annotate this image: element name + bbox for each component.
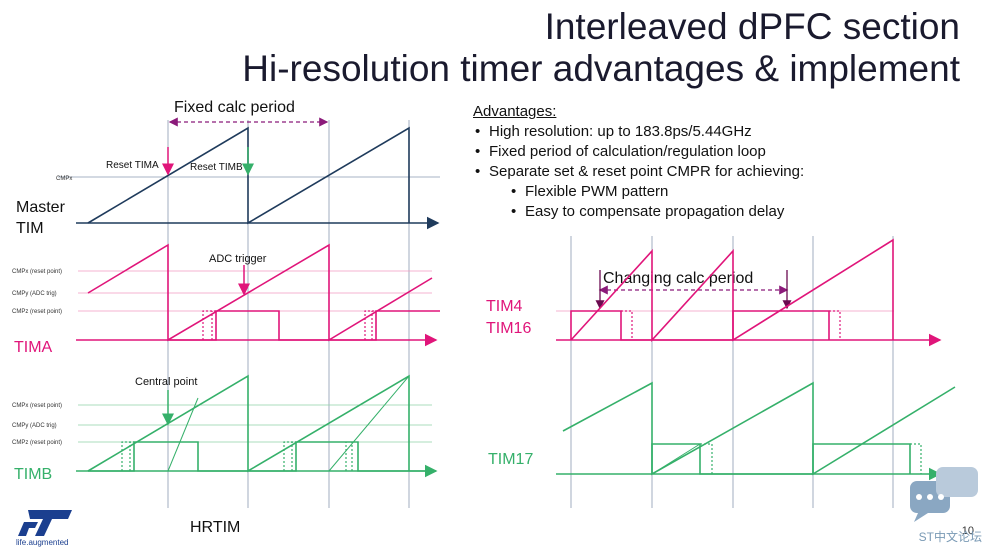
advantage-item: High resolution: up to 183.8ps/5.44GHz <box>475 122 752 142</box>
changing-period-label: Changing calc period <box>603 270 753 287</box>
forum-watermark: ST中文论坛 <box>918 530 982 544</box>
adc-trigger-label: ADC trigger <box>209 253 267 265</box>
tim4-label: TIM4 <box>486 298 523 315</box>
advantage-item: Separate set & reset point CMPR for achi… <box>475 162 804 182</box>
slide-title-line1: Interleaved dPFC section <box>544 6 960 47</box>
tima-label: TIMA <box>14 339 53 356</box>
tim17-sawtooth <box>562 381 956 476</box>
timb-pwm <box>88 441 432 472</box>
advantage-item: Fixed period of calculation/regulation l… <box>475 142 766 162</box>
tim17-ramp-a <box>651 443 701 475</box>
master-sawtooth <box>87 126 410 225</box>
advantage-subitem: Easy to compensate propagation delay <box>511 202 784 222</box>
timb-cmpx-label: CMPx (reset point) <box>12 403 62 409</box>
timb-cmpy-label: CMPy (ADC trig) <box>12 423 57 429</box>
timb-shifted-ramp-b <box>328 375 410 472</box>
reset-timb-label: Reset TIMB <box>190 162 243 173</box>
timb-label: TIMB <box>14 466 52 483</box>
master-cmpx-label: CMPx <box>56 176 72 182</box>
tima-pwm <box>168 310 440 341</box>
reset-tima-label: Reset TIMA <box>106 160 159 171</box>
central-point-label: Central point <box>135 376 197 388</box>
slide-title-line2: Hi-resolution timer advantages & impleme… <box>242 48 960 89</box>
logo-tagline: life.augmented <box>16 538 68 547</box>
tim4-sawtooth <box>570 238 894 343</box>
advantage-subitem: Flexible PWM pattern <box>511 182 668 202</box>
page-number: 10 <box>961 525 974 537</box>
master-label-line1: Master <box>16 199 66 216</box>
st-logo-icon <box>18 510 72 536</box>
tima-cmpy-label: CMPy (ADC trig) <box>12 291 57 297</box>
chat-bubble-icon <box>910 467 978 522</box>
tim4-pwm <box>570 310 830 341</box>
tima-cmpx-label: CMPx (reset point) <box>12 269 62 275</box>
timb-cmpz-label: CMPz (reset point) <box>12 440 62 446</box>
tim17-pwm <box>651 443 911 475</box>
timb-sawtooth <box>87 374 410 473</box>
tima-cmpz-label: CMPz (reset point) <box>12 309 62 315</box>
fixed-period-label: Fixed calc period <box>174 99 295 116</box>
tim17-label: TIM17 <box>488 451 533 468</box>
timb-shifted-ramp-a <box>167 397 199 472</box>
master-label-line2: TIM <box>16 220 44 237</box>
hrtim-label: HRTIM <box>190 519 240 536</box>
tim16-label: TIM16 <box>486 320 531 337</box>
advantages-heading: Advantages: <box>473 103 557 120</box>
